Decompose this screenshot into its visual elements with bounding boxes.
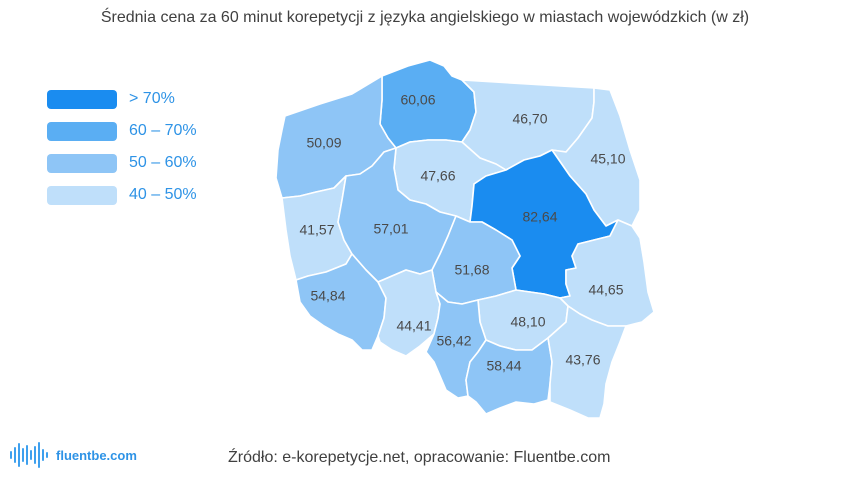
legend-swatch <box>47 90 117 109</box>
source-note: Źródło: e-korepetycje.net, opracowanie: … <box>228 449 611 466</box>
legend-label: 50 – 60% <box>129 154 197 171</box>
region-label: 57,01 <box>373 221 408 237</box>
region-label: 43,76 <box>565 352 600 368</box>
legend-swatch <box>47 122 117 141</box>
legend-label: 40 – 50% <box>129 186 197 203</box>
region-label: 46,70 <box>512 111 547 127</box>
region-label: 58,44 <box>486 358 521 374</box>
fluentbe-logo: fluentbe.com <box>10 441 137 469</box>
chart-title: Średnia cena za 60 minut korepetycji z j… <box>100 9 750 26</box>
region-label: 41,57 <box>299 222 334 238</box>
region-label: 48,10 <box>510 314 545 330</box>
legend-swatch <box>47 154 117 173</box>
region-podkarpackie <box>547 305 627 419</box>
logo-text: fluentbe.com <box>56 447 137 463</box>
region-label: 82,64 <box>522 209 557 225</box>
legend-label: > 70% <box>129 90 175 107</box>
region-label: 44,41 <box>396 318 431 334</box>
region-label: 56,42 <box>436 333 471 349</box>
region-malopolskie <box>465 337 553 415</box>
legend-swatch <box>47 186 117 205</box>
region-label: 51,68 <box>454 262 489 278</box>
region-label: 60,06 <box>400 92 435 108</box>
region-label: 50,09 <box>306 135 341 151</box>
region-label: 47,66 <box>420 168 455 184</box>
region-label: 45,10 <box>590 151 625 167</box>
legend-label: 60 – 70% <box>129 122 197 139</box>
soundwave-icon <box>10 441 48 469</box>
region-label: 44,65 <box>588 282 623 298</box>
region-label: 54,84 <box>310 288 345 304</box>
